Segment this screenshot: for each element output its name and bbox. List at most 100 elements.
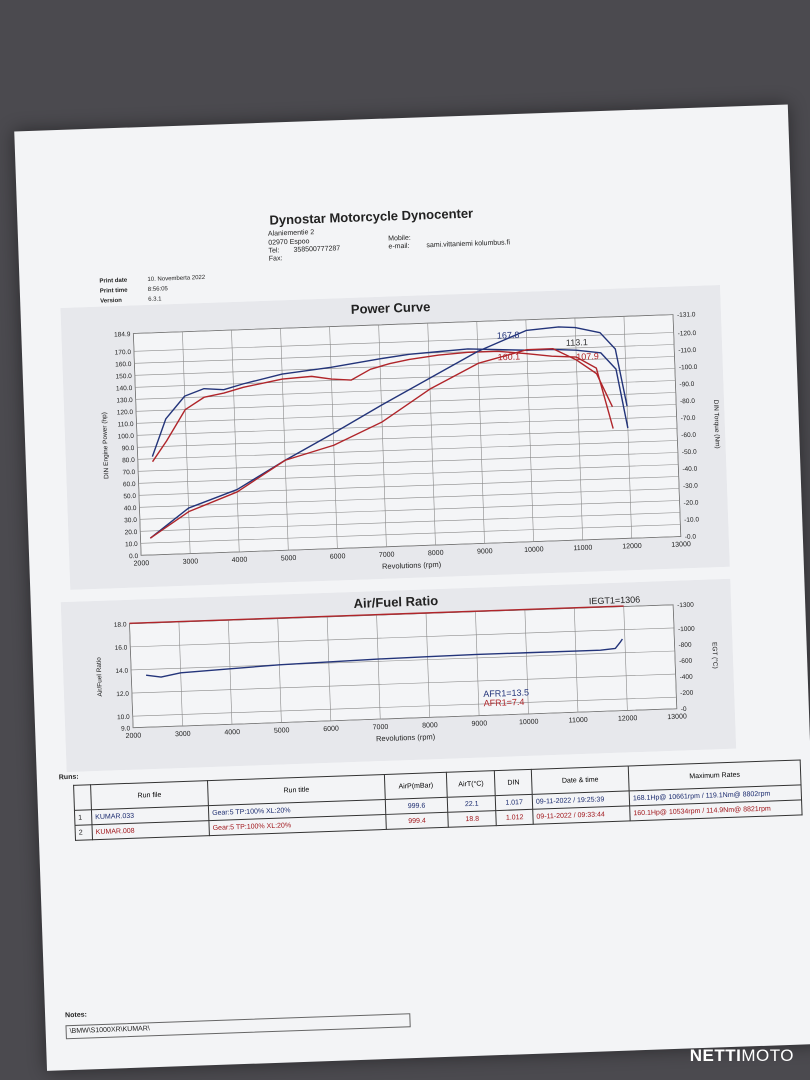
run-index: 1	[74, 809, 92, 826]
power-y-tick-label: 150.0	[115, 373, 132, 381]
address-line-2: 02970 Espoo	[268, 238, 310, 247]
print-time-label: Print time	[99, 287, 128, 295]
power-xgrid	[280, 328, 289, 551]
power-y-tick-label: 130.0	[116, 397, 133, 405]
power-y2-tick-label: -90.0	[679, 381, 694, 389]
afr-x-tick-label: 6000	[323, 726, 339, 734]
afr-y-tick-label: 9.0	[121, 725, 131, 732]
power-y-tick-label: 40.0	[124, 505, 137, 512]
power-annotation: 107.9	[576, 351, 599, 362]
power-x-tick-label: 5000	[281, 555, 297, 563]
power-curve-chart: Power Curve 2000 3000 4000 5000 6000 7000 8000 9…	[60, 284, 730, 590]
power-ygrid	[139, 500, 680, 520]
afr-title: Air/Fuel Ratio	[353, 593, 438, 611]
power-series-power1	[149, 326, 628, 539]
power-y2-tick-label: -100.0	[679, 364, 698, 372]
runs-header-din: DIN	[494, 769, 533, 796]
afr-y2-tick-label: -1300	[677, 602, 694, 610]
power-y2-tick-label: -20.0	[684, 499, 699, 507]
notes-label: Notes:	[65, 1011, 88, 1020]
afr-xgrid	[524, 609, 529, 714]
afr-plot-area	[129, 604, 678, 729]
afr-xgrid	[475, 611, 480, 716]
power-y2-tick-label: -0.0	[685, 533, 697, 540]
power-ygrid	[134, 356, 675, 376]
power-x-tick-label: 11000	[573, 545, 592, 553]
power-annotation: 167.8	[497, 330, 520, 341]
power-y2-tick-label: -131.0	[677, 311, 696, 319]
afr-x-tick-label: 11000	[569, 717, 588, 725]
power-annotation: 113.1	[566, 337, 588, 348]
power-ygrid	[137, 440, 678, 460]
afr-x-tick-label: 13000	[667, 713, 687, 721]
afr-ygrid	[133, 708, 677, 729]
afr-x-tick-label: 8000	[422, 722, 438, 730]
afr-x-tick-label: 3000	[175, 731, 191, 739]
power-ygrid	[139, 488, 680, 508]
power-x-tick-label: 10000	[524, 546, 544, 554]
power-x-tick-label: 3000	[183, 558, 199, 566]
runs-header-airp: AirP(mBar)	[384, 772, 448, 800]
power-y-tick-label: 184.9	[114, 331, 131, 339]
afr-y-axis-label: Air/Fuel Ratio	[96, 657, 104, 697]
power-y-tick-label: 90.0	[122, 445, 135, 452]
email-value: sami.vittaniemi kolumbus.fi	[426, 239, 511, 250]
power-xgrid	[525, 319, 534, 542]
power-ygrid	[138, 452, 678, 472]
power-xgrid	[231, 330, 240, 552]
run-airt: 22.1	[447, 795, 497, 813]
afr-y-tick-label: 12.0	[116, 691, 129, 698]
power-y-tick-label: 110.0	[118, 421, 134, 429]
afr-x-tick-label: 10000	[519, 719, 539, 727]
email-label: e-mail:	[388, 242, 410, 251]
power-series-torque2	[151, 350, 614, 463]
power-y-tick-label: 50.0	[123, 493, 136, 500]
afr-x-axis-label: Revolutions (rpm)	[376, 732, 436, 743]
print-date-label: Print date	[99, 277, 128, 285]
power-y-tick-label: 160.0	[115, 361, 132, 369]
power-y-tick-label: 70.0	[122, 469, 135, 476]
afr-xgrid	[228, 620, 233, 725]
power-y-tick-label: 60.0	[123, 481, 136, 488]
power-ygrid	[138, 464, 679, 484]
version-label: Version	[100, 297, 123, 305]
power-x-tick-label: 12000	[622, 543, 642, 551]
afr-y-tick-label: 10.0	[117, 714, 130, 721]
afr-xgrid	[178, 622, 183, 727]
power-ygrid	[137, 428, 678, 448]
afr-x-tick-label: 4000	[224, 729, 240, 737]
afr-y-tick-label: 18.0	[114, 621, 127, 628]
address-line-1: Alaniementie 2	[267, 229, 315, 238]
power-y2-axis-label: DIN Torque (Nm)	[712, 400, 721, 449]
power-x-tick-label: 8000	[428, 550, 444, 558]
afr-ygrid	[131, 650, 675, 671]
power-y2-tick-label: -80.0	[680, 398, 695, 406]
power-ygrid	[141, 536, 681, 556]
run-date: 09-11-2022 / 09:33:44	[532, 805, 631, 825]
fax-label: Fax:	[268, 255, 283, 263]
air-fuel-ratio-chart: Air/Fuel Ratio 2000 3000 4000 5000 6000 7000 80…	[60, 578, 737, 773]
brand-part-2: MOTO	[741, 1046, 794, 1065]
power-series-power2	[149, 348, 614, 539]
power-annotation: 160.1	[498, 351, 521, 362]
power-xgrid	[574, 318, 583, 540]
print-time: 8:56:05	[147, 286, 168, 293]
power-x-tick-label: 4000	[232, 557, 248, 565]
power-plot-area	[132, 314, 682, 556]
afr-y-tick-label: 14.0	[115, 668, 128, 675]
power-y-tick-label: 120.0	[117, 409, 134, 417]
afr-annotation: IEGT1=1306	[589, 594, 641, 606]
afr-xgrid	[277, 618, 282, 723]
run-airt: 18.8	[447, 810, 497, 828]
afr-x-tick-label: 9000	[471, 720, 487, 728]
power-ygrid	[140, 524, 681, 544]
afr-x-tick-label: 2000	[126, 732, 142, 740]
afr-x-tick-label: 5000	[274, 727, 290, 735]
power-ygrid	[136, 392, 676, 412]
runs-header-index	[73, 784, 92, 811]
power-xgrid	[133, 333, 142, 556]
power-xgrid	[427, 323, 436, 546]
power-xgrid	[672, 314, 682, 537]
run-din: 1.017	[495, 794, 533, 811]
tel-label: Tel:	[268, 247, 280, 255]
